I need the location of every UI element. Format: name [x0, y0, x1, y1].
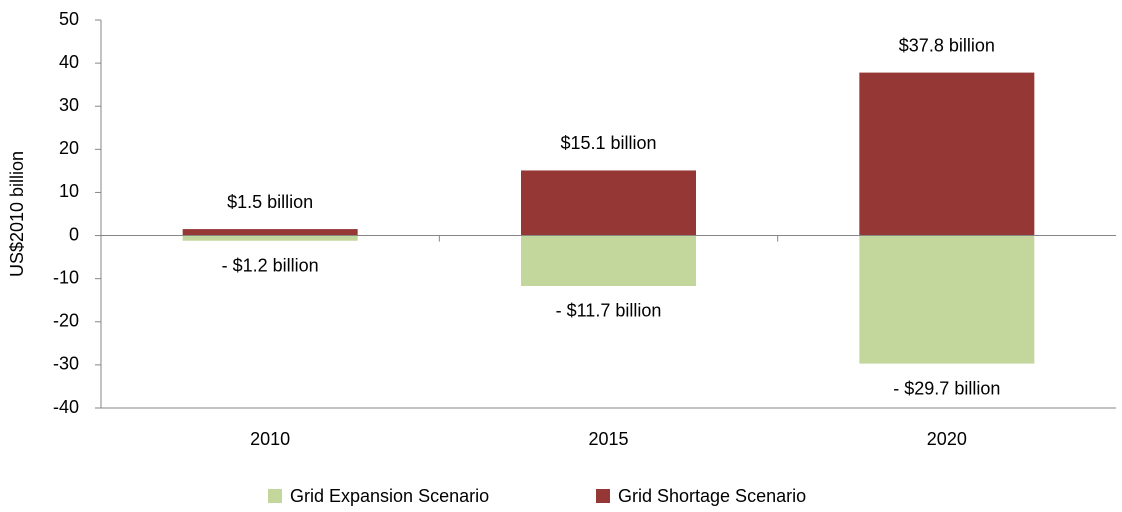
y-tick-label: 10: [59, 181, 79, 201]
y-axis-label: US$2010 billion: [7, 151, 27, 277]
data-label: $37.8 billion: [899, 35, 995, 55]
data-label: $1.5 billion: [227, 192, 313, 212]
bar: [521, 235, 696, 286]
legend-swatch: [596, 489, 610, 503]
x-tick-label: 2010: [250, 429, 290, 449]
y-tick-label: -20: [53, 311, 79, 331]
bar: [859, 235, 1035, 364]
y-tick-label: 50: [59, 9, 79, 29]
data-label: - $29.7 billion: [893, 378, 1000, 398]
legend-label: Grid Shortage Scenario: [618, 486, 806, 506]
y-tick-label: 40: [59, 52, 79, 72]
legend-label: Grid Expansion Scenario: [290, 486, 489, 506]
y-tick-label: -40: [53, 397, 79, 417]
y-tick-label: 20: [59, 138, 79, 158]
legend-swatch: [268, 489, 282, 503]
bar: [521, 170, 696, 236]
bar: [182, 235, 358, 241]
y-tick-label: 30: [59, 95, 79, 115]
y-tick-label: -10: [53, 267, 79, 287]
y-tick-label: -30: [53, 354, 79, 374]
bar: [859, 72, 1035, 236]
data-label: - $1.2 billion: [222, 255, 319, 275]
data-label: - $11.7 billion: [556, 301, 662, 321]
bar: [182, 229, 358, 236]
y-tick-label: 0: [69, 224, 79, 244]
data-label: $15.1 billion: [560, 133, 656, 153]
x-tick-label: 2020: [927, 429, 967, 449]
x-tick-label: 2015: [588, 429, 628, 449]
